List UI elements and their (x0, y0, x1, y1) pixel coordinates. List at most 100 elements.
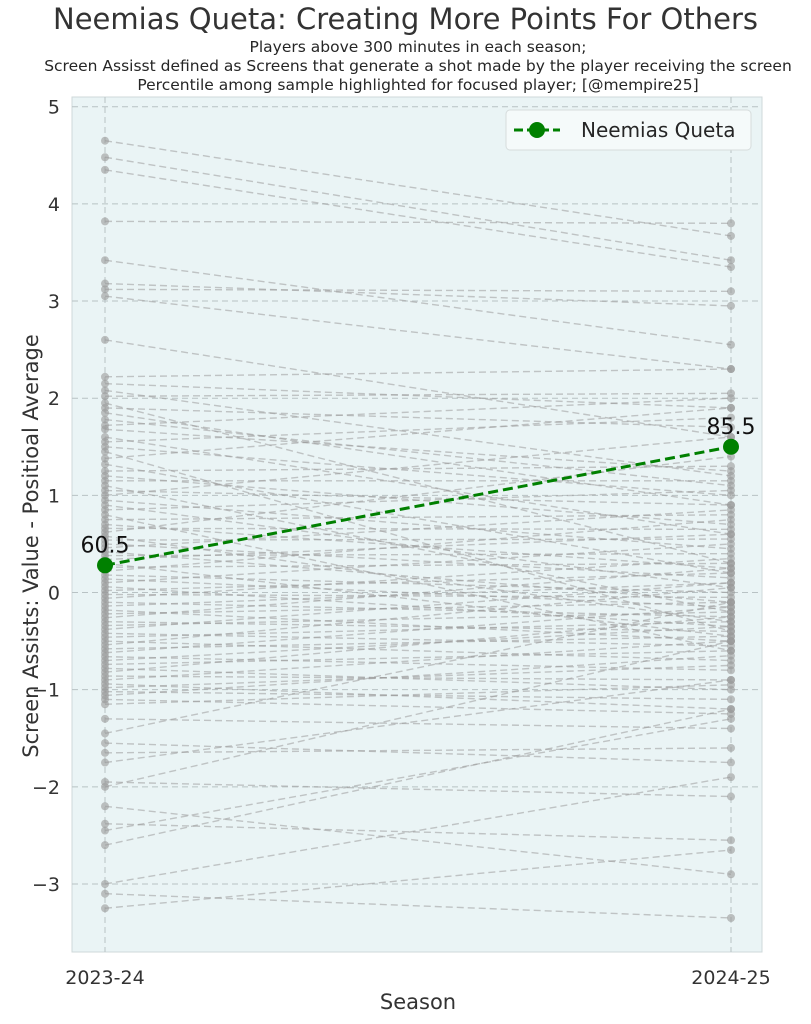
background-point (101, 408, 109, 417)
background-series-line (104, 282, 732, 307)
background-series-line (104, 156, 732, 261)
background-point (101, 415, 109, 424)
chart-subtitle-line-1: Players above 300 minutes in each season… (249, 38, 587, 56)
background-point (727, 256, 735, 265)
background-series-line (104, 220, 732, 225)
background-series-line (104, 407, 732, 429)
background-point (727, 263, 735, 272)
background-series-line (104, 463, 732, 574)
background-series-line (104, 606, 732, 654)
y-tick-label: 0 (48, 583, 60, 605)
background-series-line (104, 776, 732, 885)
background-point (727, 637, 735, 646)
background-point (101, 782, 109, 791)
background-point (727, 758, 735, 767)
background-series-line (104, 640, 732, 681)
background-point (727, 845, 735, 854)
background-point (727, 365, 735, 374)
background-series-line (104, 416, 732, 443)
background-point (101, 425, 109, 434)
legend-entry-neemias-queta: Neemias Queta (581, 118, 735, 142)
y-tick-label: −2 (32, 777, 60, 799)
background-point (727, 403, 735, 412)
y-tick-label: −3 (32, 874, 60, 896)
background-series-line (104, 574, 732, 594)
background-series (101, 136, 735, 922)
background-series-line (104, 140, 732, 237)
chart-title: Neemias Queta: Creating More Points For … (53, 2, 758, 36)
background-point (101, 279, 109, 288)
background-point (727, 622, 735, 631)
background-series-line (104, 499, 732, 550)
background-series-line (104, 518, 732, 572)
x-tick-label: 2024-25 (691, 967, 770, 989)
background-series-line (104, 586, 732, 646)
background-point (101, 460, 109, 469)
background-series-line (104, 635, 732, 650)
background-point (101, 826, 109, 835)
chart-subtitle-line-3: Percentile among sample highlighted for … (137, 76, 699, 94)
background-series-line (104, 664, 732, 689)
legend-point-marker (529, 122, 545, 138)
background-point (727, 539, 735, 548)
background-series-line (104, 562, 732, 637)
background-point (727, 231, 735, 240)
background-series-line (104, 640, 732, 662)
background-point (727, 476, 735, 485)
background-series-line (104, 509, 732, 549)
background-series-line (104, 625, 732, 662)
background-point (727, 219, 735, 228)
background-series-line (104, 450, 732, 633)
x-axis-label: Season (379, 990, 457, 1014)
background-series-line (104, 489, 732, 506)
background-series-line (104, 382, 732, 409)
background-point (727, 423, 735, 432)
y-tick-label: 4 (48, 194, 60, 216)
background-point (101, 292, 109, 301)
highlight-series-line (104, 445, 732, 567)
background-series-line (104, 718, 732, 832)
background-point (727, 651, 735, 660)
background-point (101, 802, 109, 811)
background-series-line (104, 339, 732, 438)
y-tick-label: 3 (48, 291, 60, 313)
background-series-line (104, 667, 732, 691)
background-series-line (104, 849, 732, 909)
background-point (727, 505, 735, 514)
background-series-line (104, 640, 732, 788)
background-point (727, 530, 735, 539)
y-axis-label: Screen Assists: Value - Positioal Averag… (19, 334, 43, 758)
background-series-line (104, 805, 732, 875)
background-series-line (104, 654, 732, 697)
background-series-line (104, 781, 732, 798)
background-series-line (104, 655, 732, 671)
background-series-line (104, 679, 732, 764)
background-series-line (104, 436, 732, 497)
background-series-line (104, 402, 732, 565)
highlight-data-label: 85.5 (707, 415, 756, 440)
x-tick-label: 2023-24 (65, 967, 144, 989)
background-point (101, 879, 109, 888)
background-series-line (104, 446, 732, 497)
background-point (727, 462, 735, 471)
background-series-line (104, 718, 732, 730)
background-point (101, 256, 109, 265)
highlight-series: 60.5 85.5 (81, 415, 756, 574)
background-series-line (104, 514, 732, 652)
background-series-line (104, 562, 732, 568)
background-series-line (104, 551, 732, 603)
background-series-line (104, 747, 732, 754)
background-series-line (104, 533, 732, 561)
background-series-line (104, 601, 732, 615)
background-point (727, 515, 735, 524)
background-series-line (104, 407, 732, 460)
background-point (727, 583, 735, 592)
background-point (101, 841, 109, 850)
background-point (727, 836, 735, 845)
background-series-line (104, 708, 732, 846)
background-point (101, 748, 109, 757)
background-series-line (104, 543, 732, 579)
background-point (101, 335, 109, 344)
background-series-line (104, 418, 732, 487)
y-tick-label: −1 (32, 680, 60, 702)
